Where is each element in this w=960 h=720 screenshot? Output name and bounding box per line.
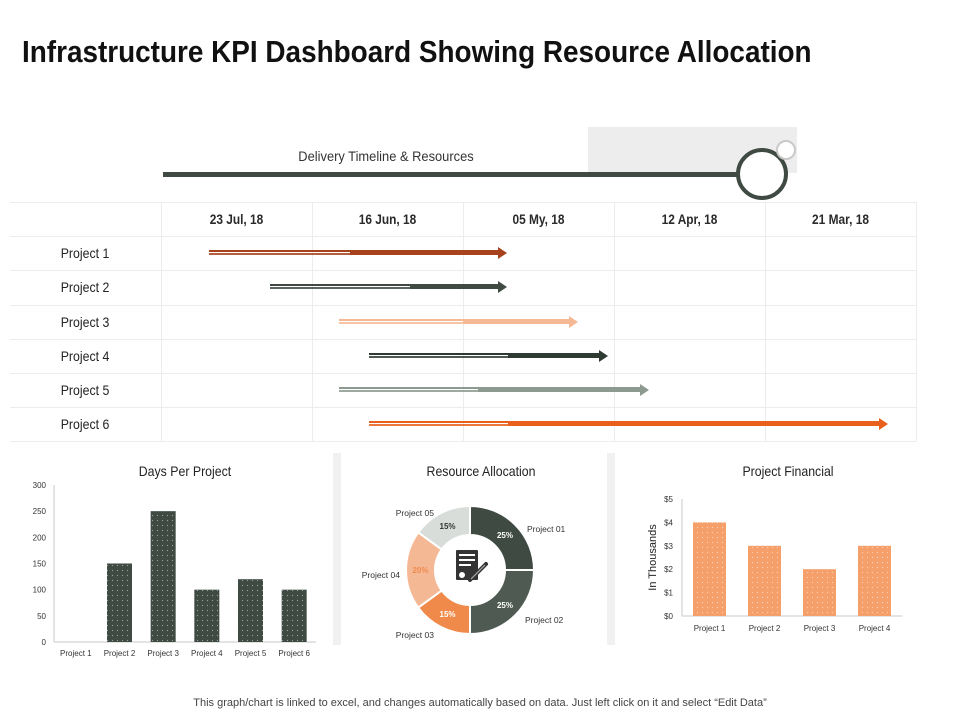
gantt-bar [369,349,609,362]
y-tick-label: $4 [664,518,673,527]
y-tick-label: 250 [33,507,47,516]
slice-label: Project 01 [527,524,566,534]
x-tick-label: Project 1 [694,624,726,633]
gantt-bar [209,247,508,260]
slice-label: Project 02 [525,615,564,625]
bar [693,522,726,616]
grid-line-v [765,202,766,441]
y-tick-label: $1 [664,589,673,598]
y-axis-label: In Thousands [647,524,659,591]
bar [803,569,836,616]
date-header: 21 Mar, 18 [812,211,869,227]
grid-line-v [161,202,162,441]
x-tick-label: Project 5 [235,649,267,658]
slice-label: Project 05 [396,508,435,518]
date-header: 23 Jul, 18 [209,211,264,227]
x-tick-label: Project 2 [749,624,781,633]
grid-line-v [916,202,917,441]
project-label: Project 3 [60,313,110,330]
bar [194,589,220,642]
y-tick-label: 200 [33,533,47,542]
date-header: 12 Apr, 18 [661,211,718,227]
timeline-line [163,172,740,177]
resource-allocation-chart: 25% Project 01 25% Project 02 15% Project 03 2… [362,504,566,640]
y-tick-label: 100 [33,586,47,595]
project-label: Project 6 [60,416,110,433]
bar [107,563,132,642]
y-tick-label: $0 [664,612,673,621]
y-tick-label: 300 [33,481,47,490]
days-chart-title: Days Per Project [138,463,232,479]
x-tick-label: Project 2 [104,649,136,658]
slice-value-label: 25% [497,531,513,540]
donut-slice [416,504,471,551]
date-header: 05 My, 18 [512,211,565,227]
gantt-bar [269,281,508,294]
bar [238,579,263,642]
x-tick-label: Project 6 [278,649,310,658]
y-tick-label: 150 [33,560,47,569]
x-tick-label: Project 1 [60,649,92,658]
slice-label: Project 04 [362,570,401,580]
y-tick-label: $3 [664,542,673,551]
x-tick-label: Project 4 [191,649,223,658]
bar [281,589,307,642]
x-tick-label: Project 4 [859,624,891,633]
footer-note: This graph/chart is linked to excel, and… [193,697,767,709]
bar [748,545,781,616]
bar [150,511,176,642]
grid-line-v [614,202,615,441]
project-financial-chart: $0 $1 $2 $3 $4 $5 In Thousands Project 1 Project… [647,495,902,633]
y-tick-label: 0 [42,638,47,647]
slice-label: Project 03 [396,630,435,640]
gantt-chart: 23 Jul, 18 16 Jun, 18 05 My, 18 12 Apr, 18 2… [10,202,917,443]
resource-chart-title: Resource Allocation [426,463,536,479]
document-pen-icon [456,550,488,582]
decorative-circle-small [776,140,796,160]
project-label: Project 2 [60,279,110,296]
slice-value-label: 25% [497,601,513,610]
date-header: 16 Jun, 18 [358,211,417,227]
page-title: Infrastructure KPI Dashboard Showing Res… [22,34,812,69]
project-label: Project 5 [60,382,110,398]
timeline-heading: Delivery Timeline & Resources [298,148,474,164]
project-label: Project 1 [60,245,110,262]
financial-chart-title: Project Financial [742,463,834,479]
slice-value-label: 15% [440,610,456,619]
y-tick-label: $5 [664,495,673,504]
y-tick-label: 50 [37,612,46,621]
x-tick-label: Project 3 [147,649,179,658]
project-label: Project 4 [60,347,110,364]
grid-line-v [312,202,313,441]
y-tick-label: $2 [664,565,673,574]
gantt-bar [369,418,888,431]
gantt-bar [339,315,579,328]
slice-value-label: 20% [412,566,428,575]
grid-line-h [10,441,916,443]
bar [858,545,891,616]
gantt-bar [339,384,650,396]
slice-value-label: 15% [440,522,456,531]
days-per-project-chart: 0 50 100 150 200 250 300 Project 1 Project 2 Proj… [33,481,316,658]
x-tick-label: Project 3 [804,624,836,633]
